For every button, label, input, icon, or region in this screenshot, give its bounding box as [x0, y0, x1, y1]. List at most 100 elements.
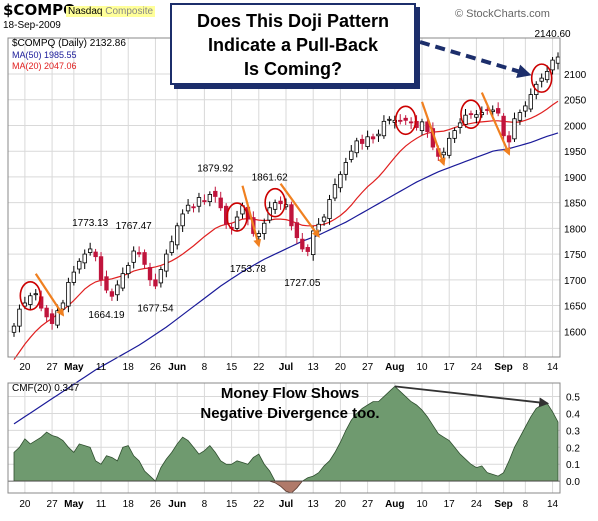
candle-body — [294, 222, 300, 239]
x-tick-label: 14 — [547, 362, 559, 373]
exchange-name: Nasdaq — [68, 6, 103, 17]
doji-circle — [530, 63, 553, 93]
price-annotations: 1773.13 1664.19 1767.47 1677.54 1879.92 1753.… — [72, 29, 571, 321]
cmf-x-tick-label: Aug — [385, 499, 404, 510]
cmf-tick-label: 0.4 — [566, 409, 580, 420]
candle-body — [539, 77, 544, 82]
x-tick-label: 13 — [308, 362, 320, 373]
doji-circle — [394, 105, 417, 136]
candle-body — [77, 260, 82, 270]
candle — [289, 201, 294, 231]
cmf-x-tick-label: May — [64, 499, 84, 510]
cmf-tick-label: 0.0 — [566, 477, 580, 488]
candle-body — [93, 251, 98, 258]
candle-body — [158, 269, 164, 284]
cmf-x-tick-label: 26 — [150, 499, 162, 510]
candle — [185, 199, 191, 214]
price-tick-label: 1850 — [564, 199, 587, 210]
price-annotation: 1753.78 — [230, 264, 267, 275]
x-tick-label: 15 — [226, 362, 238, 373]
candle — [316, 218, 321, 235]
candle-body — [479, 112, 485, 116]
price-legend: $COMPQ (Daily) 2132.86 — [12, 38, 126, 49]
exchange-suffix: Composite — [105, 6, 154, 17]
candle-body — [332, 184, 338, 199]
price-annotation: 2140.60 — [534, 29, 571, 40]
candle — [398, 114, 403, 125]
candle-body — [387, 118, 392, 121]
candle-body — [512, 118, 517, 140]
cmf-x-tick-label: 17 — [444, 499, 456, 510]
candle-body — [555, 56, 561, 64]
x-tick-label: 22 — [253, 362, 265, 373]
candle-body — [452, 130, 457, 139]
candle — [131, 246, 136, 269]
candle-body — [365, 136, 370, 147]
candle-body — [169, 241, 174, 253]
cmf-x-tick-label: 20 — [335, 499, 347, 510]
doji-question-callout: Does This Doji Pattern Indicate a Pull-B… — [170, 3, 416, 85]
candle-body — [223, 205, 229, 225]
x-tick-label: Sep — [494, 362, 512, 373]
candle — [191, 203, 196, 213]
price-tick-label: 1950 — [564, 147, 587, 158]
candle — [136, 246, 142, 258]
doji-circle — [264, 187, 286, 218]
candle — [207, 191, 213, 207]
candle-body — [115, 284, 120, 296]
candle — [506, 131, 512, 149]
x-tick-label: 27 — [362, 362, 374, 373]
candle — [213, 186, 218, 203]
divergence-arrow — [394, 385, 550, 408]
candle — [403, 115, 408, 125]
candle — [272, 199, 278, 214]
candle-body — [381, 120, 387, 137]
candle-body — [327, 199, 332, 219]
cmf-annotation-line-2: Negative Divergence too. — [200, 405, 380, 422]
candle-body — [468, 113, 474, 116]
candle-body — [44, 307, 49, 318]
candle-body — [419, 121, 425, 132]
cmf-legend: CMF(20) 0.347 — [12, 383, 80, 394]
candle — [175, 222, 180, 250]
candle — [49, 309, 55, 330]
cmf-panel-frame — [7, 382, 561, 494]
cmf-x-tick-label: Jun — [168, 499, 186, 510]
candle-body — [408, 121, 414, 124]
ma50-line — [13, 132, 559, 425]
candle-body — [441, 151, 446, 156]
candle-body — [33, 293, 38, 296]
candle — [44, 305, 49, 322]
x-tick-label: 10 — [416, 362, 428, 373]
cmf-x-tick-label: 27 — [362, 499, 374, 510]
candle — [87, 242, 93, 256]
ma20-legend: MA(20) 2047.06 — [12, 61, 77, 71]
cmf-x-tick-label: 11 — [96, 499, 107, 510]
candle — [392, 115, 397, 129]
candle-body — [457, 122, 463, 128]
candle — [343, 157, 349, 181]
price-tick-label: 1900 — [564, 173, 587, 184]
candle — [419, 118, 425, 136]
candle-body — [71, 271, 77, 283]
price-annotation: 1767.47 — [116, 221, 153, 232]
candle-body — [463, 114, 468, 125]
candle — [370, 133, 376, 144]
candle-body — [403, 117, 408, 121]
cmf-tick-label: 0.3 — [566, 426, 580, 437]
candle-body — [180, 213, 185, 227]
candle — [66, 277, 71, 313]
pullback-arrow — [480, 92, 511, 156]
candle-body — [495, 108, 501, 114]
ticker-symbol: $COMPQ — [3, 1, 76, 19]
candle-body — [359, 138, 365, 144]
candle-body — [523, 105, 528, 112]
cmf-area — [8, 385, 560, 494]
candle — [365, 130, 370, 150]
candle-body — [305, 247, 310, 252]
candle — [408, 117, 414, 130]
candle-body — [501, 115, 506, 137]
candle — [468, 110, 474, 119]
x-tick-label: Jul — [279, 362, 294, 373]
candle — [147, 262, 153, 286]
